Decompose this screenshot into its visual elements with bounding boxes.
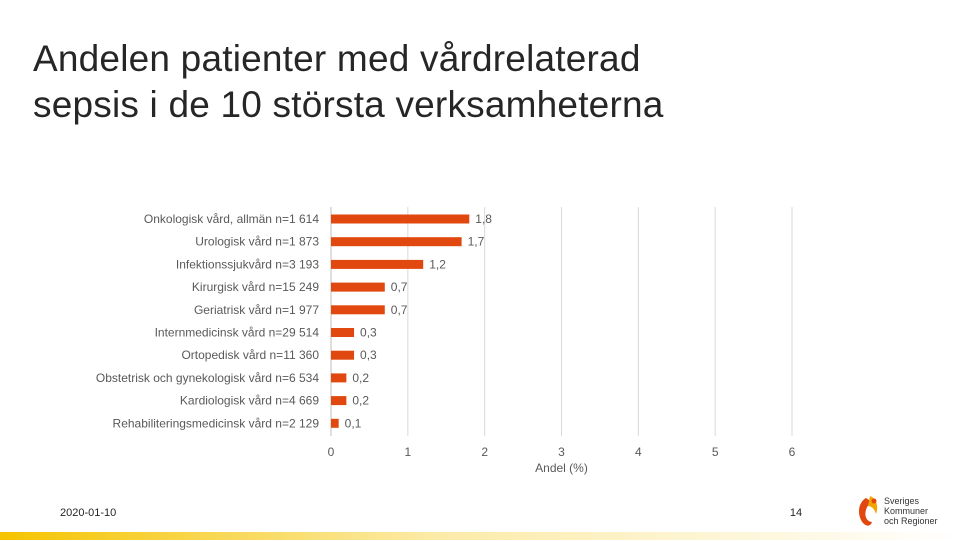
title-line-2: sepsis i de 10 största verksamheterna [33,84,664,125]
category-label: Urologisk vård n=1 873 [195,235,319,249]
page-number: 14 [789,507,803,519]
value-label: 0,3 [360,348,377,362]
category-label: Infektionssjukvård n=3 193 [176,257,319,271]
bar [331,259,424,269]
value-label: 0,2 [352,371,369,385]
x-axis-title: Andel (%) [535,461,588,475]
x-tick-label: 1 [404,445,411,459]
x-tick-label: 3 [558,445,565,459]
x-tick-label: 2 [481,445,488,459]
category-label: Kirurgisk vård n=15 249 [192,280,319,294]
category-label: Ortopedisk vård n=11 360 [181,348,319,362]
x-tick-label: 6 [789,445,796,459]
bar [331,214,470,224]
value-label: 0,7 [391,280,408,294]
x-tick-label: 5 [712,445,719,459]
logo-line-1: Sveriges [884,496,920,506]
x-tick-label: 4 [635,445,642,459]
bar [331,305,385,315]
category-label: Geriatrisk vård n=1 977 [194,303,319,317]
logo-line-2: Kommuner [884,506,929,516]
category-label: Onkologisk vård, allmän n=1 614 [144,212,319,226]
bar [331,282,385,292]
organization-logo: Sveriges Kommuner och Regioner [850,492,950,536]
bar [331,373,347,383]
x-tick-label: 0 [328,445,335,459]
bar [331,237,462,247]
value-label: 0,3 [360,326,377,340]
value-label: 1,2 [429,257,446,271]
value-label: 1,8 [475,212,492,226]
bar [331,418,339,428]
footer-date: 2020-01-10 [60,507,117,519]
value-label: 0,1 [345,416,362,430]
category-label: Internmedicinsk vård n=29 514 [155,326,320,340]
bar [331,328,355,337]
logo-mark-icon [858,496,878,526]
category-label: Obstetrisk och gynekologisk vård n=6 534 [96,371,319,385]
bar [331,350,355,360]
value-label: 1,7 [468,235,485,249]
logo-wordmark: Sveriges Kommuner och Regioner [884,496,938,526]
bar [331,396,347,406]
footer-accent-bar [0,532,960,540]
logo-line-3: och Regioner [884,516,938,526]
category-label: Rehabiliteringsmedicinsk vård n=2 129 [113,416,320,430]
bar-chart: Onkologisk vård, allmän n=1 614 1,8 Urolog… [96,207,796,475]
slide-title: Andelen patienter med vårdrelaterad seps… [33,36,913,128]
value-label: 0,2 [352,394,369,408]
title-line-1: Andelen patienter med vårdrelaterad [33,38,641,79]
value-label: 0,7 [391,303,408,317]
category-label: Kardiologisk vård n=4 669 [180,394,319,408]
